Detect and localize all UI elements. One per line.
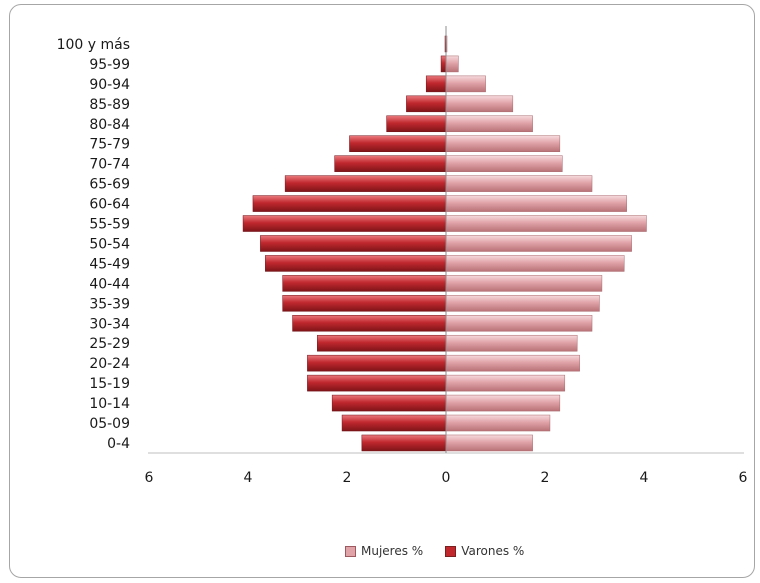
bar-varones-45-49 [265,255,447,272]
bar-varones-80-84 [386,115,447,133]
legend: Mujeres % Varones % [345,544,524,558]
bar-mujeres-10-14 [445,394,561,412]
bar-mujeres-80-84 [445,115,533,133]
bar-varones-55-59 [242,215,447,232]
bar-varones-60-64 [252,195,447,212]
x-tick-label: 4 [244,470,253,486]
bar-varones-05-09 [341,414,447,432]
category-label: 0-4 [107,436,130,452]
bar-varones-0-4 [361,434,447,452]
category-label: 90-94 [89,77,130,93]
category-label: 25-29 [89,336,130,352]
category-label: 70-74 [89,157,130,173]
legend-swatch-varones [445,545,457,557]
x-tick-label: 0 [442,470,451,486]
bar-mujeres-65-69 [445,175,593,192]
legend-label-varones: Varones % [461,544,525,558]
bar-mujeres-60-64 [445,195,627,212]
category-label: 100 y más [57,37,130,53]
legend-item-varones: Varones % [445,544,524,558]
bar-varones-90-94 [425,75,447,93]
category-label: 45-49 [89,256,130,272]
bar-mujeres-85-89 [445,95,514,113]
bar-varones-65-69 [284,175,447,192]
category-label: 95-99 [89,57,130,73]
category-label: 10-14 [89,396,130,412]
bar-varones-40-44 [282,275,447,292]
bar-varones-10-14 [331,394,447,412]
bar-varones-15-19 [307,374,447,392]
category-label: 40-44 [89,276,130,292]
category-labels: 0-4 05-09 10-14 15-19 20-24 25-29 30-34 35-39 40… [57,37,131,452]
bar-mujeres-55-59 [445,215,647,232]
category-label: 20-24 [89,356,130,372]
category-label: 30-34 [89,316,130,332]
bar-mujeres-45-49 [445,255,625,272]
x-tick-label: 4 [640,470,649,486]
bar-mujeres-05-09 [445,414,551,432]
x-tick-label: 2 [343,470,352,486]
bar-mujeres-35-39 [445,295,600,312]
bar-varones-30-34 [292,315,447,332]
bar-mujeres-90-94 [445,75,486,93]
bar-mujeres-95-99 [445,55,459,73]
bar-varones-70-74 [334,155,447,172]
bar-mujeres-75-79 [445,135,561,152]
x-tick-label: 6 [739,470,748,486]
bar-mujeres-30-34 [445,315,593,332]
bar-mujeres-25-29 [445,334,578,352]
bar-mujeres-15-19 [445,374,566,392]
x-tick-label: 6 [145,470,154,486]
legend-swatch-mujeres [345,545,356,557]
bar-varones-35-39 [282,295,447,312]
legend-label-mujeres: Mujeres % [361,544,424,558]
bar-varones-25-29 [317,334,447,352]
category-label: 35-39 [89,296,130,312]
category-label: 05-09 [89,416,130,432]
legend-item-mujeres: Mujeres % [345,544,423,558]
category-label: 75-79 [89,137,130,153]
category-label: 80-84 [89,117,130,133]
category-label: 50-54 [89,236,130,252]
bars-group [242,35,647,452]
category-label: 60-64 [89,197,130,213]
bar-mujeres-50-54 [445,235,632,252]
bar-mujeres-0-4 [445,434,533,452]
bar-mujeres-40-44 [445,275,603,292]
category-label: 85-89 [89,97,130,113]
bar-varones-20-24 [307,354,447,372]
bar-varones-95-99 [440,55,447,73]
category-label: 15-19 [89,376,130,392]
bar-mujeres-20-24 [445,354,580,372]
x-tick-labels: 6 4 2 0 2 4 6 [145,470,748,486]
x-tick-label: 2 [541,470,550,486]
bar-varones-85-89 [406,95,447,113]
category-label: 55-59 [89,217,130,233]
bar-varones-75-79 [349,135,447,152]
bar-varones-50-54 [260,235,447,252]
category-label: 65-69 [89,177,130,193]
bar-mujeres-70-74 [445,155,563,172]
